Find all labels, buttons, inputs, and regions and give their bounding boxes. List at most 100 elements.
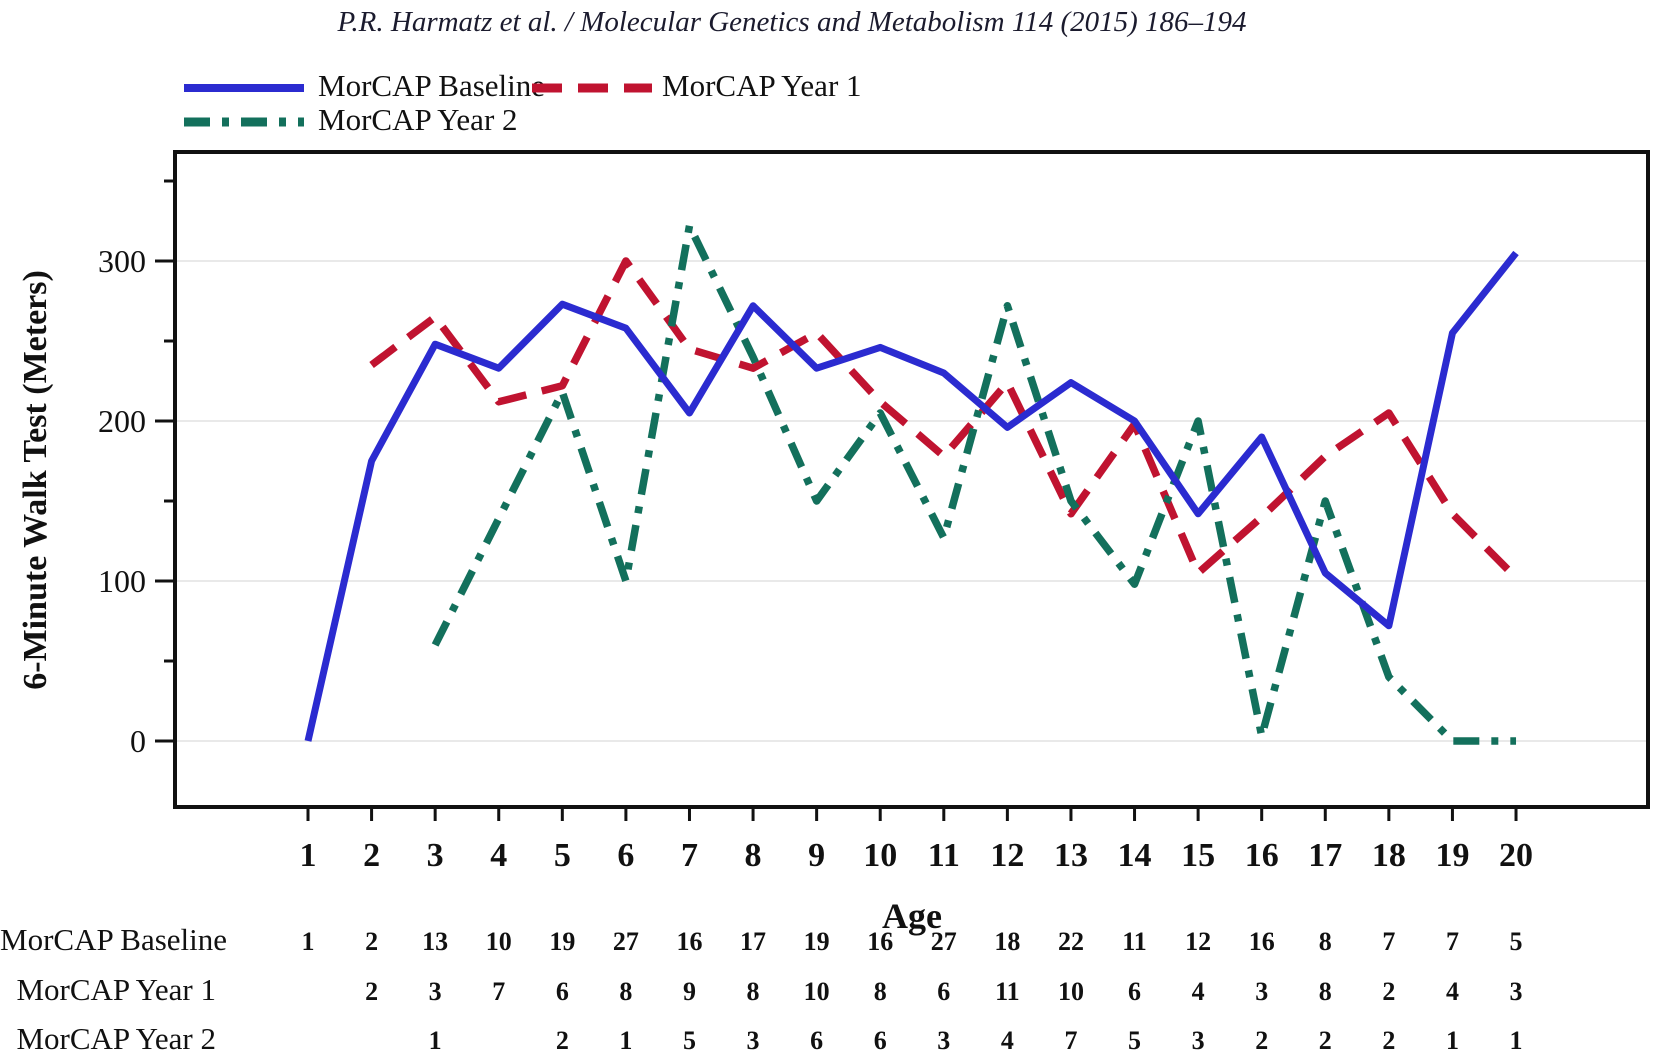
count-cell: 4 (1000, 1026, 1014, 1055)
paper-citation: P.R. Harmatz et al. / Molecular Genetics… (337, 6, 1247, 38)
count-cell: 10 (485, 927, 512, 956)
count-cell: 16 (1248, 927, 1275, 956)
count-cell: 12 (1185, 927, 1212, 956)
count-cell: 13 (422, 927, 449, 956)
count-cell: 16 (867, 927, 894, 956)
x-tick-label: 9 (808, 837, 825, 874)
gridlines (175, 260, 1648, 742)
count-cell: 5 (1509, 927, 1523, 956)
count-cell: 16 (676, 927, 703, 956)
x-tick-label: 20 (1499, 837, 1533, 874)
x-tick-label: 6 (617, 837, 634, 874)
table-row-label: MorCAP Year 1 (16, 972, 216, 1007)
legend-label-year1: MorCAP Year 1 (662, 68, 862, 103)
count-cell: 2 (1382, 1026, 1396, 1055)
count-cell: 2 (365, 977, 379, 1006)
x-tick-label: 19 (1435, 837, 1469, 874)
count-cell: 7 (1382, 927, 1396, 956)
count-cell: 11 (995, 977, 1020, 1006)
axis-ticks (155, 179, 1518, 821)
legend-swatch-year1 (532, 83, 652, 93)
y-tick-label: 100 (98, 563, 146, 599)
count-cell: 8 (619, 977, 633, 1006)
series-line-year2 (431, 222, 1517, 745)
count-cell: 3 (937, 1026, 951, 1055)
count-cell: 2 (1318, 1026, 1332, 1055)
count-cell: 4 (1191, 977, 1205, 1006)
legend-label-year2: MorCAP Year 2 (318, 102, 518, 137)
count-cell: 11 (1122, 927, 1147, 956)
legend-swatch-baseline (184, 84, 304, 92)
count-cell: 6 (873, 1026, 887, 1055)
plot-border (173, 150, 1650, 809)
count-cell: 6 (810, 1026, 824, 1055)
count-cell: 1 (1445, 1026, 1459, 1055)
count-cell: 8 (746, 977, 760, 1006)
x-axis-title: Age (882, 896, 942, 936)
x-tick-label: 4 (490, 837, 507, 874)
x-tick-label: 1 (300, 837, 317, 874)
count-cell: 3 (1191, 1026, 1205, 1055)
count-cell: 18 (994, 927, 1021, 956)
count-cell: 17 (740, 927, 767, 956)
count-cell: 22 (1057, 927, 1084, 956)
x-tick-label: 12 (990, 837, 1024, 874)
count-cell: 3 (428, 977, 442, 1006)
count-cell: 5 (682, 1026, 696, 1055)
count-cell: 8 (1318, 927, 1332, 956)
count-cell: 6 (555, 977, 569, 1006)
x-tick-label: 11 (928, 837, 960, 874)
count-cell: 19 (803, 927, 830, 956)
x-tick-label: 10 (863, 837, 897, 874)
count-cell: 2 (1255, 1026, 1269, 1055)
series-line-year1 (369, 257, 1519, 581)
x-tick-label: 8 (745, 837, 762, 874)
x-tick-label: 18 (1372, 837, 1406, 874)
series-line-baseline (304, 250, 1519, 742)
count-cell: 3 (1509, 977, 1523, 1006)
count-cell: 7 (1445, 927, 1459, 956)
count-cell: 3 (746, 1026, 760, 1055)
x-tick-label: 16 (1245, 837, 1279, 874)
count-cell: 2 (555, 1026, 569, 1055)
y-tick-label: 200 (98, 403, 146, 439)
table-row-label: MorCAP Baseline (0, 922, 228, 957)
count-cell: 2 (1382, 977, 1396, 1006)
count-cell: 2 (365, 927, 379, 956)
count-cell: 1 (428, 1026, 442, 1055)
x-tick-label: 5 (554, 837, 571, 874)
x-tick-label: 3 (427, 837, 444, 874)
x-tick-label: 15 (1181, 837, 1215, 874)
count-cell: 7 (1064, 1026, 1078, 1055)
count-cell: 10 (1057, 977, 1084, 1006)
x-tick-label: 2 (363, 837, 380, 874)
x-tick-label: 13 (1054, 837, 1088, 874)
count-cell: 6 (1128, 977, 1142, 1006)
y-tick-label: 300 (98, 243, 146, 279)
count-cell: 27 (930, 927, 957, 956)
count-cell: 7 (492, 977, 506, 1006)
table-row-label: MorCAP Year 2 (16, 1021, 216, 1056)
count-cell: 9 (682, 977, 696, 1006)
count-cell: 1 (619, 1026, 633, 1055)
count-cell: 8 (873, 977, 887, 1006)
count-cell: 19 (549, 927, 576, 956)
legend-label-baseline: MorCAP Baseline (318, 68, 546, 103)
count-cell: 4 (1445, 977, 1459, 1006)
x-tick-label: 14 (1118, 837, 1152, 874)
count-cell: 10 (803, 977, 830, 1006)
series-lines (304, 222, 1519, 745)
x-tick-label: 17 (1308, 837, 1342, 874)
count-cell: 5 (1128, 1026, 1142, 1055)
count-cell: 1 (1509, 1026, 1523, 1055)
count-cell: 8 (1318, 977, 1332, 1006)
count-cell: 3 (1255, 977, 1269, 1006)
count-cell: 1 (301, 927, 315, 956)
count-cell: 6 (937, 977, 951, 1006)
x-tick-label: 7 (681, 837, 698, 874)
legend-swatch-year2 (184, 117, 304, 127)
y-tick-label: 0 (130, 723, 146, 759)
